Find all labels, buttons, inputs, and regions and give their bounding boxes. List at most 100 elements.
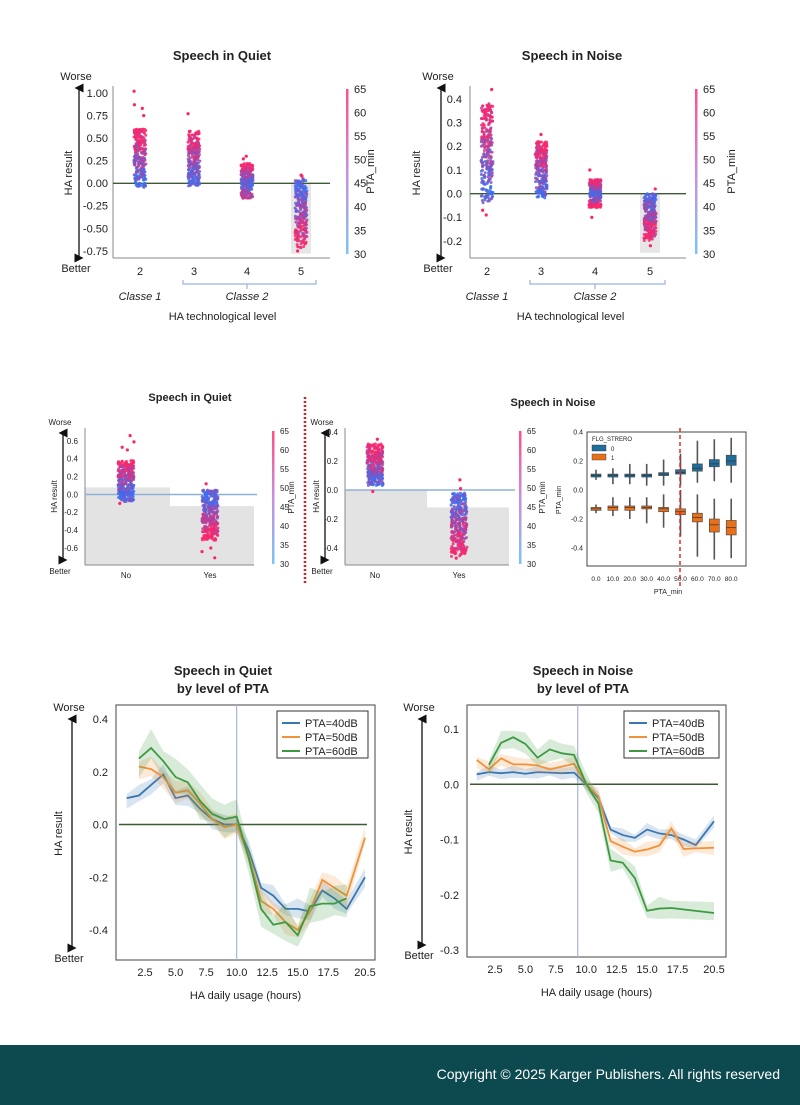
outlier-point xyxy=(204,482,208,486)
strip-point xyxy=(304,191,308,195)
outlier-point xyxy=(186,112,190,116)
y-tick-label: 0.4 xyxy=(327,428,339,437)
strip-point xyxy=(190,133,194,137)
y-tick-label: -0.2 xyxy=(89,872,108,884)
strip-point xyxy=(123,498,127,502)
strip-point xyxy=(450,534,454,538)
strip-point xyxy=(131,485,135,489)
strip-point xyxy=(650,209,654,213)
strip-point xyxy=(301,234,305,238)
strip-point xyxy=(137,130,141,134)
strip-point xyxy=(648,205,652,209)
y-tick-label: 0.50 xyxy=(87,133,108,145)
x-tick-label: 40.0 xyxy=(657,576,670,583)
strip-point xyxy=(129,493,133,497)
legend-title: FLG_STRERO xyxy=(592,437,632,443)
strip-point xyxy=(304,179,308,183)
strip-point xyxy=(542,143,546,147)
strip-point xyxy=(251,166,255,170)
strip-point xyxy=(485,144,489,148)
strip-point xyxy=(202,488,206,492)
strip-point xyxy=(380,476,384,480)
box xyxy=(607,505,619,511)
strip-point xyxy=(450,515,454,519)
strip-point xyxy=(120,468,124,472)
y-axis-label: HA result xyxy=(63,151,75,196)
strip-point xyxy=(642,238,646,242)
outlier-point xyxy=(590,215,594,219)
strip-point xyxy=(541,148,545,152)
series-line xyxy=(476,757,715,853)
strip-point xyxy=(187,180,191,184)
worse-label: Worse xyxy=(53,702,85,714)
better-label: Better xyxy=(61,263,91,275)
strip-point xyxy=(647,232,651,236)
strip-point xyxy=(120,489,124,493)
x-tick-label: 15.0 xyxy=(636,964,657,976)
strip-point xyxy=(301,224,305,228)
y-tick-label: 0.1 xyxy=(444,724,459,736)
strip-point xyxy=(460,493,464,497)
strip-point xyxy=(196,155,200,159)
outlier-point xyxy=(653,187,657,191)
strip-point xyxy=(371,479,375,483)
strip-point xyxy=(644,236,648,240)
strip-point xyxy=(187,168,191,172)
strip-point xyxy=(215,514,219,518)
strip-point xyxy=(305,213,309,217)
strip-point xyxy=(120,460,124,464)
strip-point xyxy=(653,205,657,209)
strip-point xyxy=(299,217,303,221)
strip-point xyxy=(191,154,195,158)
footer-bar xyxy=(0,1045,800,1105)
strip-point xyxy=(587,181,591,185)
strip-point xyxy=(487,123,491,127)
strip-point xyxy=(241,183,245,187)
strip-point xyxy=(642,202,646,206)
strip-point xyxy=(193,183,197,187)
strip-point xyxy=(597,181,601,185)
strip-point xyxy=(131,472,135,476)
colorbar-tick-label: 65 xyxy=(280,427,289,436)
colorbar-tick-label: 60 xyxy=(527,446,536,455)
strip-point xyxy=(125,491,129,495)
strip-point xyxy=(644,217,648,221)
strip-point xyxy=(186,147,190,151)
strip-point xyxy=(197,173,201,177)
strip-point xyxy=(213,531,217,535)
strip-point xyxy=(647,210,651,214)
x-tick-label: 17.5 xyxy=(318,967,339,979)
strip-point xyxy=(651,223,655,227)
strip-point xyxy=(463,537,467,541)
strip-point xyxy=(206,506,210,510)
strip-point xyxy=(449,503,453,507)
strip-point xyxy=(488,127,492,131)
y-tick-label: 0.3 xyxy=(447,118,462,130)
x-axis-label: HA technological level xyxy=(517,311,625,323)
chart-subtitle: by level of PTA xyxy=(537,681,630,696)
x-tick-label: 12.5 xyxy=(257,967,278,979)
strip-point xyxy=(137,146,141,150)
strip-point xyxy=(544,158,548,162)
legend-swatch xyxy=(591,444,607,452)
strip-point xyxy=(294,195,298,199)
strip-point xyxy=(187,134,191,138)
strip-point xyxy=(142,131,146,135)
outlier-point xyxy=(241,157,245,161)
colorbar-tick-label: 55 xyxy=(280,465,289,474)
strip-point xyxy=(203,493,207,497)
strip-point xyxy=(371,449,375,453)
strip-point xyxy=(539,147,543,151)
strip-point xyxy=(644,208,648,212)
strip-point xyxy=(206,528,210,532)
strip-point xyxy=(302,188,306,192)
strip-point xyxy=(594,192,598,196)
y-axis-label: HA result xyxy=(53,811,65,856)
strip-point xyxy=(245,169,249,173)
outlier-point xyxy=(648,244,653,248)
strip-point xyxy=(138,141,142,145)
strip-point xyxy=(204,507,208,511)
strip-point xyxy=(245,192,249,196)
y-tick-label: 0.0 xyxy=(444,779,459,791)
strip-point xyxy=(536,146,540,150)
